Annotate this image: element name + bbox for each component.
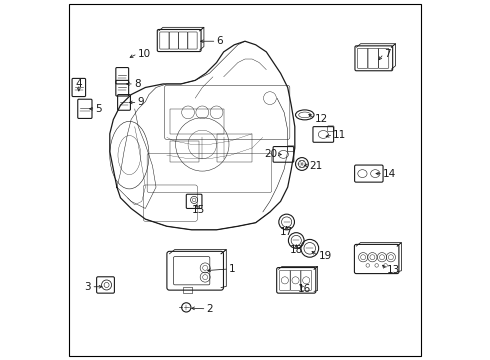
Text: 2: 2: [207, 304, 213, 314]
Text: 4: 4: [75, 79, 82, 89]
Text: 18: 18: [290, 246, 303, 256]
Text: 5: 5: [96, 104, 102, 114]
Text: 8: 8: [134, 79, 141, 89]
Text: 10: 10: [138, 49, 150, 59]
Text: 11: 11: [333, 130, 346, 140]
Bar: [217, 134, 252, 162]
Text: 20: 20: [264, 149, 277, 159]
Text: 15: 15: [192, 205, 205, 215]
Bar: [171, 109, 223, 134]
Text: 1: 1: [229, 264, 236, 274]
Text: 14: 14: [383, 168, 396, 179]
Bar: [171, 141, 199, 162]
Text: 6: 6: [217, 36, 223, 46]
Text: 7: 7: [384, 49, 391, 59]
Text: 16: 16: [297, 284, 311, 294]
Text: 9: 9: [138, 98, 144, 107]
Text: 13: 13: [387, 265, 400, 275]
Text: 12: 12: [315, 114, 328, 124]
Text: 19: 19: [318, 251, 332, 261]
Text: 21: 21: [309, 161, 322, 171]
Text: 3: 3: [85, 282, 91, 292]
Text: 17: 17: [280, 227, 293, 237]
